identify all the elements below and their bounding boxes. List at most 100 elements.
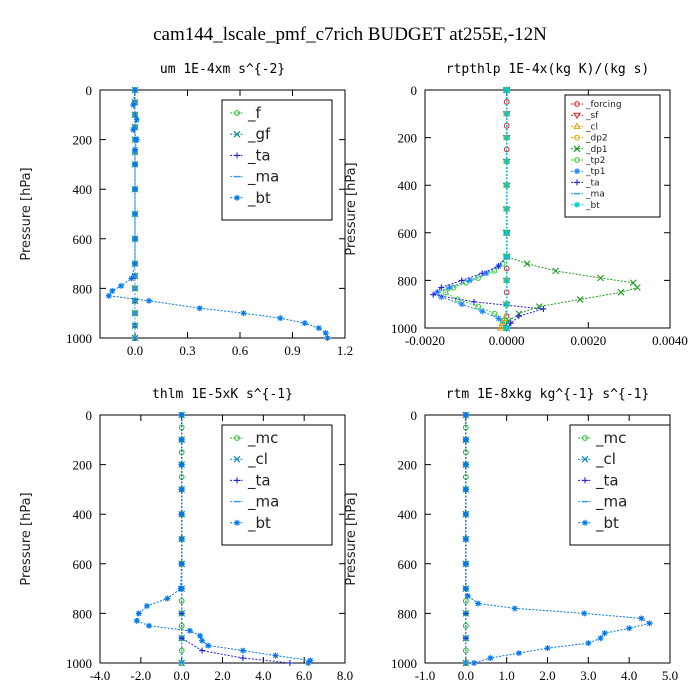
data-point (109, 287, 116, 294)
x-tick-label: 1.2 (337, 343, 353, 358)
data-point (503, 277, 510, 284)
legend-marker (574, 134, 580, 141)
data-point (133, 116, 140, 123)
data-point (146, 297, 152, 304)
panel-title: um 1E-4xm s^{-2} (160, 62, 285, 77)
data-point (186, 627, 193, 634)
data-point (132, 146, 138, 153)
series-line (444, 90, 508, 329)
data-point (479, 308, 486, 315)
x-tick-label: 0.0 (174, 668, 190, 683)
legend-entry: _bt (595, 514, 619, 533)
data-point (143, 602, 150, 609)
panel-title: rtm 1E-8xkg kg^{-1} s^{-1} (446, 387, 650, 402)
chart-panel: um 1E-4xm s^{-2} Pressure [hPa] 0.0 0.3 0.6 0… (19, 62, 353, 358)
data-point (240, 310, 247, 317)
legend-marker (582, 435, 588, 441)
legend-entry: _forcing (585, 100, 622, 110)
panel-title: thlm 1E-5xK s^{-1} (152, 387, 293, 402)
legend-box (564, 94, 661, 218)
panel-title: rtpthlp 1E-4x(kg K)/(kg s) (446, 62, 650, 77)
legend-entry: _mc (247, 429, 278, 448)
data-point (132, 211, 138, 217)
chart-panel: rtpthlp 1E-4x(kg K)/(kg s) Pressure [hPa]… (344, 62, 688, 348)
data-point (544, 645, 551, 652)
legend-box (221, 424, 333, 546)
data-point (507, 320, 514, 327)
y-tick-label: 600 (398, 226, 418, 241)
data-point (105, 292, 112, 299)
x-tick-label: 2.0 (214, 668, 230, 683)
data-point (239, 647, 246, 654)
legend-entry: _dp2 (585, 134, 608, 144)
y-tick-label: 1000 (391, 321, 417, 336)
data-point (471, 298, 477, 305)
data-point (178, 511, 185, 518)
data-point (178, 461, 185, 468)
data-point (462, 461, 469, 468)
data-point (503, 253, 510, 260)
chart-panel: thlm 1E-5xK s^{-1} Pressure [hPa] -4.0 -2.0… (19, 387, 353, 683)
plot-frame (424, 89, 671, 329)
y-tick-label: 400 (73, 182, 93, 197)
legend-entry: _bt (585, 201, 600, 211)
plot-frame (99, 89, 346, 339)
data-point (471, 660, 477, 666)
data-point (552, 267, 560, 275)
data-point (177, 585, 184, 592)
legend-marker (573, 122, 581, 129)
y-tick-label: 600 (73, 557, 93, 572)
legend-marker (234, 152, 240, 159)
y-tick-label: 0 (86, 408, 93, 423)
legend-entry: _ta (585, 178, 600, 188)
x-tick-label: 6.0 (296, 668, 312, 683)
data-point (118, 282, 124, 289)
x-tick-label: -1.0 (415, 668, 436, 683)
legend-marker (574, 168, 580, 175)
y-axis-label: Pressure [hPa] (344, 492, 359, 585)
data-point (503, 325, 510, 331)
data-point (305, 660, 312, 666)
data-point (515, 650, 522, 657)
y-axis-label: Pressure [hPa] (344, 162, 359, 255)
data-point (301, 320, 308, 327)
data-point (597, 274, 604, 282)
data-point (430, 291, 437, 298)
legend-entry: _bt (247, 514, 271, 533)
data-point (503, 182, 510, 189)
y-tick-label: 1000 (66, 331, 92, 346)
data-point (601, 630, 608, 637)
data-point (272, 652, 279, 659)
data-point (475, 600, 482, 607)
y-tick-label: 400 (73, 507, 93, 522)
data-point (286, 660, 293, 666)
x-tick-label: 2.0 (539, 668, 555, 683)
data-point (196, 305, 203, 312)
legend-marker (582, 519, 588, 526)
legend-box (221, 99, 333, 221)
figure-title: cam144_lscale_pmf_c7rich BUDGET at255E,-… (153, 24, 547, 45)
legend-marker (574, 179, 580, 186)
legend: _mc _cl _ta _ma _bt (569, 424, 671, 546)
data-point (496, 324, 505, 331)
data-point (442, 289, 449, 296)
x-tick-label: 0.0020 (570, 333, 606, 348)
data-point (633, 284, 641, 291)
legend-entry: _ta (247, 146, 271, 165)
data-point (239, 655, 246, 662)
series-bt (105, 87, 331, 341)
data-point (503, 134, 510, 141)
data-point (178, 486, 185, 493)
legend-entry: _cl (247, 450, 268, 469)
legend-entry: _ma (247, 493, 279, 512)
data-point (458, 301, 465, 308)
legend-marker (234, 477, 240, 484)
series-line (500, 90, 508, 329)
data-point (495, 263, 502, 270)
legend-marker (234, 194, 240, 201)
data-point (458, 277, 465, 284)
x-tick-label: 0.0000 (489, 333, 525, 348)
legend-entry: _ta (247, 471, 271, 490)
data-point (503, 229, 510, 236)
x-tick-label: 0.6 (232, 343, 249, 358)
